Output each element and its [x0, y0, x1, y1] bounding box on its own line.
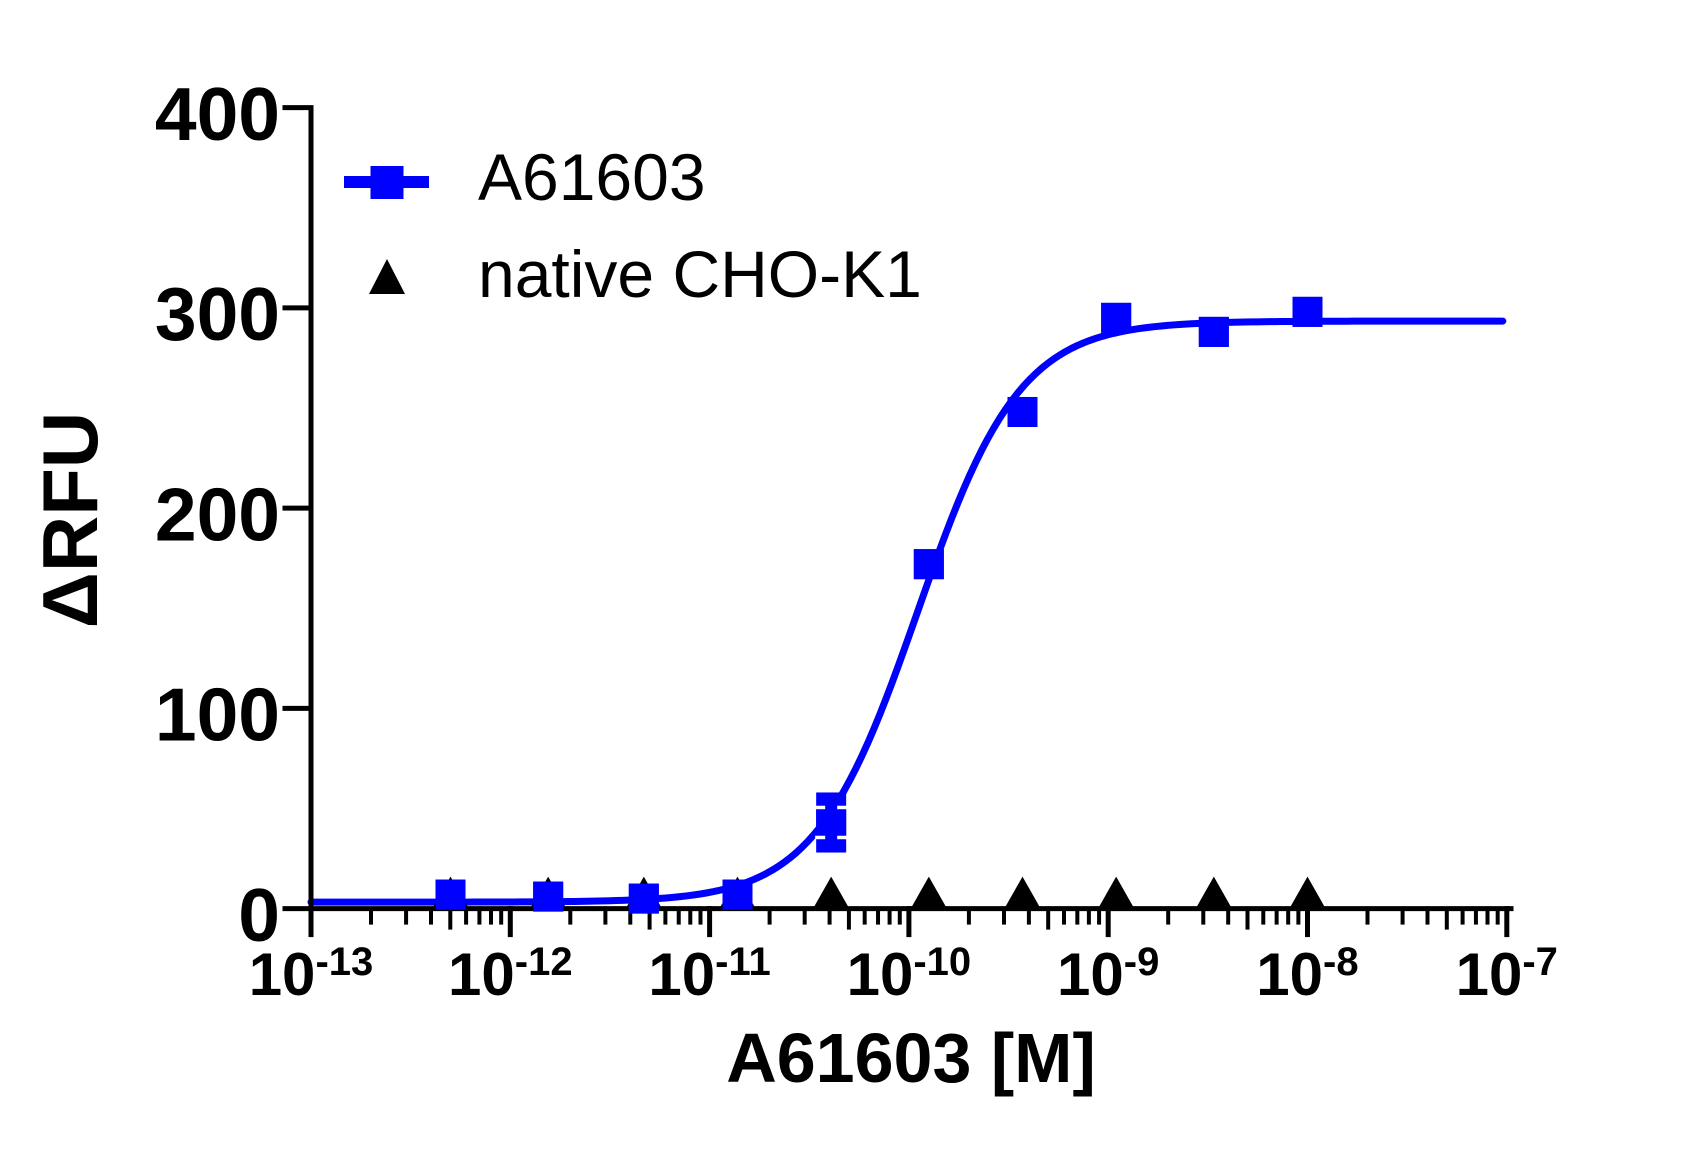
svg-text:10-8: 10-8: [1256, 940, 1358, 1008]
svg-text:10-13: 10-13: [249, 940, 374, 1008]
svg-text:300: 300: [155, 272, 280, 356]
svg-text:10-11: 10-11: [648, 940, 770, 1008]
svg-text:A61603: A61603: [478, 140, 706, 214]
svg-text:100: 100: [155, 673, 280, 757]
svg-text:10-12: 10-12: [448, 940, 573, 1008]
svg-text:A61603 [M]: A61603 [M]: [726, 1019, 1096, 1097]
svg-text:200: 200: [155, 472, 280, 556]
svg-text:10-9: 10-9: [1057, 940, 1159, 1008]
svg-text:native CHO-K1: native CHO-K1: [478, 237, 922, 311]
svg-text:ΔRFU: ΔRFU: [26, 412, 114, 628]
svg-text:400: 400: [155, 72, 280, 156]
svg-text:10-7: 10-7: [1456, 940, 1558, 1008]
svg-text:10-10: 10-10: [847, 940, 972, 1008]
